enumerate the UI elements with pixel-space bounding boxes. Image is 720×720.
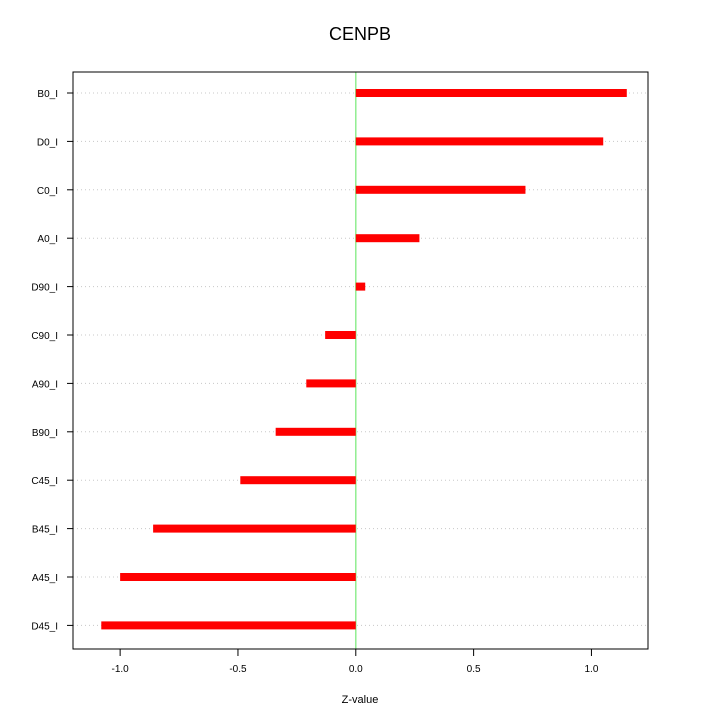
x-tick-label: 0.5 [467, 664, 481, 675]
chart-title: CENPB [329, 24, 391, 44]
bar [325, 331, 356, 339]
bar [153, 524, 356, 533]
y-tick-label: B45_I [32, 525, 58, 536]
bar [240, 476, 356, 485]
y-tick-label: A90_I [32, 379, 58, 390]
bar [355, 137, 604, 146]
y-axis: B0_I D0_I C0_I A0_I D90_I C90_I A90_I B90_I C45_… [31, 89, 73, 632]
y-tick-label: B0_I [37, 89, 58, 100]
y-tick-label: A45_I [32, 573, 58, 584]
bar [355, 185, 526, 194]
x-tick-label: -1.0 [112, 664, 130, 675]
y-tick-label: D0_I [37, 137, 58, 148]
bar [355, 89, 627, 97]
y-tick-label: B90_I [32, 428, 58, 439]
bar [306, 379, 356, 388]
x-tick-label: 0.0 [349, 664, 363, 675]
grid-lines [73, 92, 648, 626]
y-tick-label: C0_I [37, 186, 58, 197]
bar [101, 621, 356, 630]
y-tick-label: C90_I [31, 331, 58, 342]
x-tick-label: -0.5 [229, 664, 247, 675]
x-axis: -1.0 -0.5 0.0 0.5 1.0 [112, 649, 599, 675]
bar [120, 573, 356, 581]
bar [275, 427, 356, 436]
y-tick-label: D90_I [31, 283, 58, 294]
bars [101, 89, 627, 630]
y-tick-label: C45_I [31, 476, 58, 487]
plot-frame [72, 71, 649, 650]
bar [355, 234, 420, 243]
y-tick-label: A0_I [37, 234, 58, 245]
x-tick-label: 1.0 [584, 664, 598, 675]
x-axis-label: Z-value [342, 694, 379, 706]
y-tick-label: D45_I [31, 621, 58, 632]
bar [355, 282, 366, 291]
